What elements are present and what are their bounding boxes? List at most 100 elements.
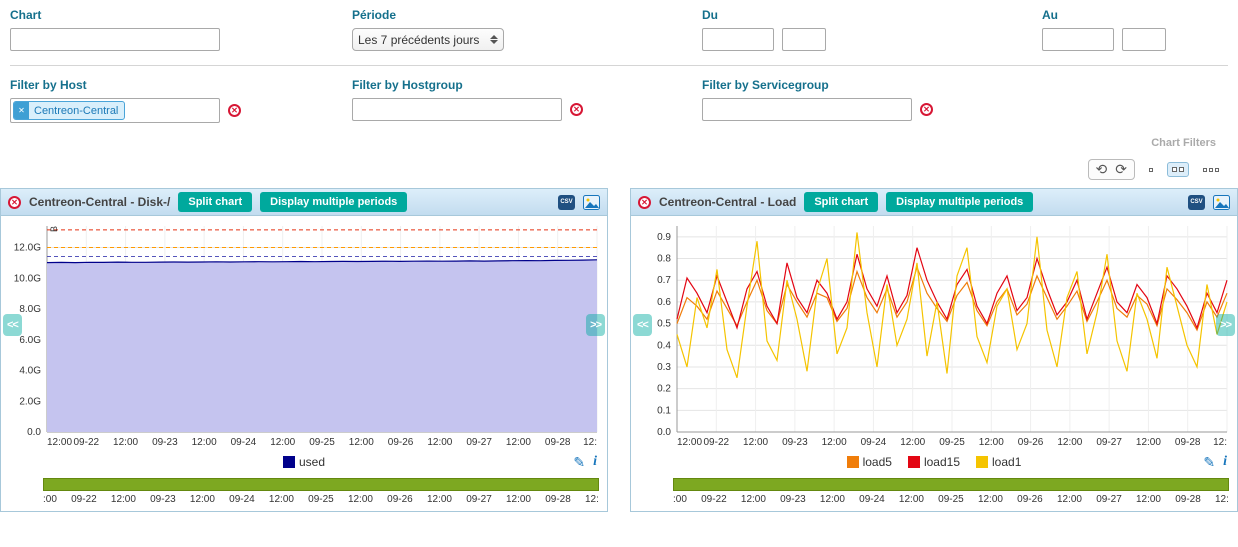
svg-text:12:00: 12:00 xyxy=(47,437,72,448)
edit-icon[interactable]: ✎ xyxy=(573,453,586,470)
display-multiple-periods-button[interactable]: Display multiple periods xyxy=(260,192,408,212)
chart-area: 0.0 2.0G 4.0G 6.0G 8.0G 10.0G 12.0G 12:00 09-22 1… xyxy=(1,216,607,450)
timeline-label: 12: xyxy=(584,494,599,505)
timeline-label: 09-24 xyxy=(229,494,255,505)
svg-text:0.4: 0.4 xyxy=(657,340,671,351)
svg-text:09-26: 09-26 xyxy=(1018,437,1044,448)
timeline-label: :00 xyxy=(673,494,687,505)
svg-text:0.3: 0.3 xyxy=(657,362,671,373)
close-chart-icon[interactable]: ✕ xyxy=(638,195,651,209)
remove-tag-icon[interactable]: ✕ xyxy=(14,102,29,119)
svg-text:8.0G: 8.0G xyxy=(19,304,41,315)
periode-select[interactable]: Les 7 précédents jours xyxy=(352,28,504,51)
chart-svg: 0.00.10.20.30.40.50.60.70.80.912:00 09-22… xyxy=(657,226,1228,448)
split-chart-button[interactable]: Split chart xyxy=(178,192,253,212)
timeline-label: 09-28 xyxy=(1175,494,1201,505)
du-label: Du xyxy=(702,8,718,22)
svg-text:0.8: 0.8 xyxy=(657,254,671,265)
timeline-label: 09-27 xyxy=(466,494,492,505)
timeline-label: 09-25 xyxy=(938,494,964,505)
clear-servicegroup-filter-icon[interactable]: ✕ xyxy=(920,103,933,116)
svg-text:12:00: 12:00 xyxy=(677,437,702,448)
timeline-label: 09-23 xyxy=(150,494,176,505)
du-date-input[interactable] xyxy=(702,28,774,51)
scroll-left-button[interactable]: << xyxy=(3,314,22,337)
scroll-right-button[interactable]: >> xyxy=(586,314,605,337)
display-multiple-periods-button[interactable]: Display multiple periods xyxy=(886,192,1034,212)
au-date-input[interactable] xyxy=(1042,28,1114,51)
servicegroup-filter-input[interactable] xyxy=(702,98,912,121)
timeline-label: 09-23 xyxy=(780,494,806,505)
svg-text:09-27: 09-27 xyxy=(1096,437,1122,448)
svg-text:12:00: 12:00 xyxy=(900,437,925,448)
filter-by-host-label: Filter by Host xyxy=(10,78,87,92)
svg-text:12:00: 12:00 xyxy=(270,437,295,448)
refresh-icon[interactable]: ⟲ xyxy=(1095,161,1108,177)
chart-filter-input[interactable] xyxy=(10,28,220,51)
chart-tools: ✎ i xyxy=(1203,454,1227,471)
svg-text:09-23: 09-23 xyxy=(152,437,178,448)
du-time-input[interactable] xyxy=(782,28,826,51)
refresh-box: ⟲ ⟳ xyxy=(1087,159,1135,180)
edit-icon[interactable]: ✎ xyxy=(1203,453,1216,470)
chart-legend: load5 load15 load1 xyxy=(846,455,1021,469)
close-chart-icon[interactable]: ✕ xyxy=(8,195,21,209)
export-csv-icon[interactable]: CSV xyxy=(558,194,575,210)
export-image-icon[interactable] xyxy=(583,194,600,210)
au-label: Au xyxy=(1042,8,1058,22)
svg-text:12:00: 12:00 xyxy=(427,437,452,448)
svg-text:09-27: 09-27 xyxy=(466,437,492,448)
panel-header: ✕ Centreon-Central - Disk-/ Split chart … xyxy=(1,189,607,216)
chart-legend: used xyxy=(282,455,325,469)
svg-text:0.0: 0.0 xyxy=(27,427,41,438)
svg-text:12:00: 12:00 xyxy=(979,437,1004,448)
split-chart-button[interactable]: Split chart xyxy=(804,192,879,212)
filter-by-hostgroup-label: Filter by Hostgroup xyxy=(352,78,463,92)
svg-text:12:00: 12:00 xyxy=(192,437,217,448)
export-csv-icon[interactable]: CSV xyxy=(1188,194,1205,210)
export-image-icon[interactable] xyxy=(1213,194,1230,210)
timeline-labels: :00 09-22 12:00 09-23 12:00 09-24 12:00 09-25 12… xyxy=(673,494,1229,505)
host-filter-input[interactable]: ✕ Centreon-Central xyxy=(10,98,220,123)
svg-text:09-22: 09-22 xyxy=(73,437,99,448)
svg-text:12:00: 12:00 xyxy=(743,437,768,448)
timeline-label: 12:00 xyxy=(977,494,1003,505)
timeline-label: 12:00 xyxy=(505,494,531,505)
legend-label: load1 xyxy=(992,455,1022,469)
filter-bar: Chart Période Les 7 précédents jours Du … xyxy=(0,0,1238,149)
chart-panel-load: ✕ Centreon-Central - Load Split chart Di… xyxy=(630,188,1238,512)
timeline-label: 12:00 xyxy=(426,494,452,505)
legend-row: used ✎ i xyxy=(1,450,607,474)
legend-item[interactable]: load5 xyxy=(846,455,892,469)
svg-text:09-25: 09-25 xyxy=(939,437,965,448)
chart-tools: ✎ i xyxy=(573,454,597,471)
svg-text:B: B xyxy=(49,226,59,232)
layout-single-icon[interactable] xyxy=(1144,163,1158,177)
layout-three-columns-icon[interactable] xyxy=(1198,163,1224,177)
timeline-label: 12:00 xyxy=(819,494,845,505)
au-time-input[interactable] xyxy=(1122,28,1166,51)
legend-label: load5 xyxy=(862,455,892,469)
svg-text:09-23: 09-23 xyxy=(782,437,808,448)
timeline-label: 12:00 xyxy=(1135,494,1161,505)
timeline-bar[interactable] xyxy=(673,478,1229,491)
layout-two-columns-icon[interactable] xyxy=(1167,162,1189,177)
legend-item[interactable]: load15 xyxy=(907,455,960,469)
svg-text:09-25: 09-25 xyxy=(309,437,335,448)
svg-text:12:: 12: xyxy=(583,437,597,448)
hostgroup-filter-input[interactable] xyxy=(352,98,562,121)
legend-item[interactable]: load1 xyxy=(976,455,1021,469)
scroll-right-button[interactable]: >> xyxy=(1216,314,1235,337)
svg-text:0.1: 0.1 xyxy=(657,405,671,416)
auto-refresh-period-icon[interactable]: ⟳ xyxy=(1115,161,1127,177)
timeline-bar[interactable] xyxy=(43,478,599,491)
filter-divider xyxy=(10,65,1228,66)
clear-host-filter-icon[interactable]: ✕ xyxy=(228,104,241,117)
chart-panel-disk: ✕ Centreon-Central - Disk-/ Split chart … xyxy=(0,188,608,512)
scroll-left-button[interactable]: << xyxy=(633,314,652,337)
info-icon[interactable]: i xyxy=(593,454,597,469)
legend-item[interactable]: used xyxy=(282,455,325,469)
clear-hostgroup-filter-icon[interactable]: ✕ xyxy=(570,103,583,116)
info-icon[interactable]: i xyxy=(1223,454,1227,469)
